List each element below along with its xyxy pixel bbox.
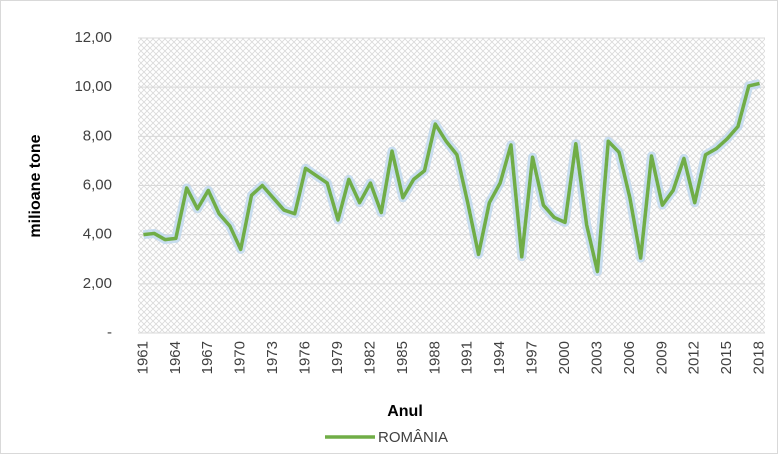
y-tick-label: 12,00 — [74, 29, 112, 46]
y-tick-label: 4,00 — [83, 226, 112, 243]
x-tick-label: 2015 — [718, 341, 735, 374]
y-tick-label: 8,00 — [83, 127, 112, 144]
x-tick-label: 2009 — [653, 341, 670, 374]
x-tick-label: 1988 — [426, 341, 443, 374]
x-tick-label: 1970 — [232, 341, 249, 374]
x-tick-label: 1967 — [199, 341, 216, 374]
x-tick-label: 2006 — [621, 341, 638, 374]
y-tick-label: - — [107, 324, 112, 341]
legend-label: ROMÂNIA — [378, 429, 448, 446]
x-tick-label: 1985 — [394, 341, 411, 374]
x-axis-title: Anul — [387, 403, 423, 420]
y-tick-label: 6,00 — [83, 176, 112, 193]
x-tick-label: 1994 — [491, 341, 508, 374]
x-tick-label: 1982 — [361, 341, 378, 374]
x-tick-label: 2000 — [556, 341, 573, 374]
y-axis-title: milioane tone — [27, 134, 44, 237]
y-tick-label: 10,00 — [74, 78, 112, 95]
x-tick-label: 1973 — [264, 341, 281, 374]
line — [143, 81, 760, 274]
x-tick-label: 1997 — [524, 341, 541, 374]
x-tick-label: 1964 — [167, 341, 184, 374]
x-tick-label: 2018 — [751, 341, 768, 374]
x-tick-label: 1976 — [297, 341, 314, 374]
x-tick-label: 1961 — [134, 341, 151, 374]
x-tick-label: 2003 — [588, 341, 605, 374]
x-tick-label: 1979 — [329, 341, 346, 374]
x-tick-label: 2012 — [686, 341, 703, 374]
y-tick-label: 2,00 — [83, 275, 112, 292]
x-tick-label: 1991 — [459, 341, 476, 374]
